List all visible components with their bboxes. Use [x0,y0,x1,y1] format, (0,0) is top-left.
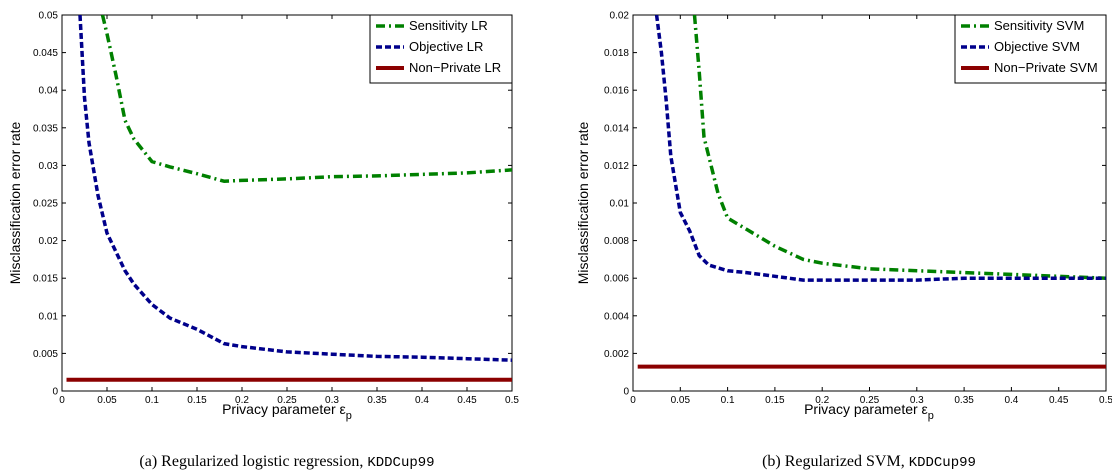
x-tick-label: 0.45 [457,395,477,406]
legend-entry-nonprivate: Non−Private LR [409,60,501,75]
x-tick-label: 0.1 [145,395,159,406]
legend-entry-nonprivate: Non−Private SVM [994,60,1098,75]
y-tick-label: 0.02 [39,236,59,247]
legend: Sensitivity LR Objective LR Non−Private … [369,14,513,84]
x-tick-label: 0.1 [721,395,735,406]
x-tick-label: 0.45 [1049,395,1069,406]
x-tick-label: 0.15 [765,395,785,406]
legend-entry-sensitivity: Sensitivity SVM [994,18,1084,33]
x-tick-label: 0.25 [277,395,297,406]
x-axis-label-subscript: p [346,410,352,422]
caption-a: (a) Regularized logistic regression, KDD… [139,453,434,471]
legend-entry-sensitivity: Sensitivity LR [409,18,488,33]
caption-b-text: (b) Regularized SVM, [762,453,909,470]
x-tick-label: 0.25 [860,395,880,406]
series-line-objective [78,15,512,362]
x-tick-label: 0.2 [815,395,829,406]
caption-a-text: (a) Regularized logistic regression, [139,453,367,470]
y-tick-label: 0.045 [33,48,58,59]
y-tick-label: 0.014 [604,123,629,134]
y-tick-label: 0.004 [604,311,629,322]
y-tick-label: 0.04 [39,86,59,97]
x-tick-label: 0 [630,395,636,406]
y-tick-label: 0 [52,387,58,398]
chart-b: 0 0.05 0.1 0.15 0.2 0.25 0.3 0.35 0.4 0.45 0.5 0 0.0… [575,11,1112,472]
x-tick-label: 0.3 [325,395,339,406]
y-tick-label: 0.01 [610,199,630,210]
series-line-sensitivity [100,15,512,183]
x-axis-label-subscript: p [928,410,934,422]
y-tick-label: 0.005 [33,349,58,360]
y-tick-label: 0.002 [604,349,629,360]
x-tick-label: 0.3 [910,395,924,406]
x-tick-label: 0.4 [1004,395,1018,406]
y-tick-label: 0.01 [39,311,59,322]
x-tick-label: 0 [59,395,65,406]
x-tick-label: 0.2 [235,395,249,406]
legend-entry-objective: Objective SVM [994,39,1080,54]
series-group [637,15,1106,369]
y-tick-label: 0.008 [604,236,629,247]
series-line-sensitivity [692,15,1106,280]
y-axis-label: Misclassification error rate [575,121,591,284]
y-tick-label: 0.015 [33,274,58,285]
y-tick-label: 0.025 [33,199,58,210]
x-tick-label: 0.05 [671,395,691,406]
x-tick-label: 0.5 [1099,395,1112,406]
chart-a: 0 0.05 0.1 0.15 0.2 0.25 0.3 0.35 0.4 0.45 0.5 0 0.0… [7,11,519,472]
y-tick-label: 0.02 [610,11,630,22]
tick-group: 0 0.05 0.1 0.15 0.2 0.25 0.3 0.35 0.4 0.45 0.5 0 0.0… [33,11,519,407]
tick-group: 0 0.05 0.1 0.15 0.2 0.25 0.3 0.35 0.4 0.45 0.5 0 0.0… [604,11,1112,407]
y-tick-label: 0.006 [604,274,629,285]
y-tick-label: 0.05 [39,11,59,22]
series-group [66,15,512,382]
x-axis-label: Privacy parameter εp [222,401,352,422]
x-axis-label: Privacy parameter εp [804,401,934,422]
y-axis-label: Misclassification error rate [7,121,23,284]
legend-entry-objective: Objective LR [409,39,483,54]
y-tick-label: 0.03 [39,161,59,172]
y-tick-label: 0.035 [33,123,58,134]
x-tick-label: 0.35 [954,395,974,406]
x-axis-label-main: Privacy parameter ε [804,401,928,417]
series-line-objective [654,15,1106,282]
legend: Sensitivity SVM Objective SVM Non−Privat… [954,14,1107,84]
y-tick-label: 0.018 [604,48,629,59]
x-tick-label: 0.05 [97,395,117,406]
caption-b: (b) Regularized SVM, KDDCup99 [762,453,976,471]
x-tick-label: 0.35 [367,395,387,406]
y-tick-label: 0.016 [604,86,629,97]
x-tick-label: 0.4 [415,395,429,406]
y-tick-label: 0.012 [604,161,629,172]
x-axis-label-main: Privacy parameter ε [222,401,346,417]
x-tick-label: 0.15 [187,395,207,406]
caption-b-dataset: KDDCup99 [909,455,976,471]
caption-a-dataset: KDDCup99 [367,455,434,471]
y-tick-label: 0 [623,387,629,398]
x-tick-label: 0.5 [505,395,519,406]
legend-box [369,14,513,84]
